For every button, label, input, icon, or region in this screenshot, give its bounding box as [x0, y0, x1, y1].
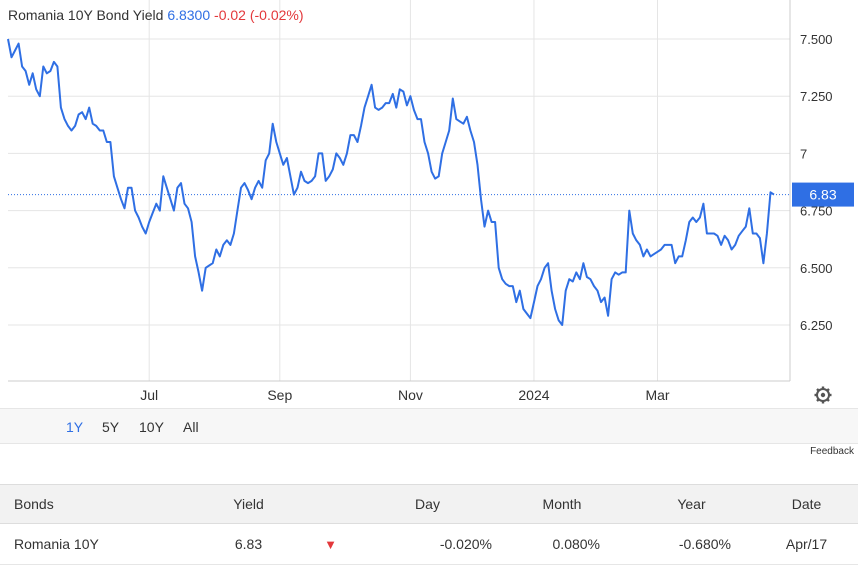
x-tick-label: Sep: [267, 387, 292, 403]
range-all-button[interactable]: All: [183, 419, 199, 435]
down-arrow-icon: ▼: [302, 523, 359, 565]
col-day: Day: [359, 484, 496, 524]
x-tick-label: Mar: [645, 387, 669, 403]
day-change: -0.020%: [359, 523, 496, 565]
last-value-box: [792, 182, 854, 207]
range-selector: 1Y 5Y 10Y All: [0, 408, 858, 444]
range-10y-button[interactable]: 10Y: [139, 419, 164, 435]
x-tick-label: Jul: [140, 387, 158, 403]
chart-title: Romania 10Y Bond Yield: [8, 7, 164, 23]
y-tick-label: 6.750: [800, 204, 833, 219]
range-1y-button[interactable]: 1Y: [66, 419, 84, 435]
last-value-tag: 6.83: [8, 182, 854, 207]
yield-change: -0.02 (-0.02%): [214, 7, 304, 23]
y-tick-label: 6.250: [800, 318, 833, 333]
series-line: [7, 38, 775, 326]
year-change: -0.680%: [628, 523, 755, 565]
col-date: Date: [755, 484, 858, 524]
current-yield: 6.8300: [167, 7, 211, 23]
y-tick-label: 6.500: [800, 261, 833, 276]
bonds-table: Bonds Yield Day Month Year Date Romania …: [0, 484, 858, 565]
line-chart: 7.500 7.250 7 6.750 6.500 6.250 Jul Sep Nov 2024…: [7, 0, 854, 404]
feedback-link[interactable]: Feedback: [810, 446, 854, 457]
chart-header: Romania 10Y Bond Yield 6.8300 -0.02 (-0.…: [8, 7, 304, 23]
x-tick-label: Nov: [398, 387, 423, 403]
bond-date: Apr/17: [755, 523, 858, 565]
col-yield: Yield: [195, 484, 302, 524]
col-bonds: Bonds: [0, 484, 195, 524]
last-value-label: 6.83: [809, 187, 836, 203]
table-row[interactable]: Romania 10Y 6.83 ▼ -0.020% 0.080% -0.680…: [0, 523, 858, 565]
bond-yield: 6.83: [195, 523, 302, 565]
series-line-group: [7, 38, 775, 326]
settings-gear-icon[interactable]: [814, 386, 832, 404]
bond-name[interactable]: Romania 10Y: [0, 523, 195, 565]
grid-lines: [8, 0, 791, 382]
y-axis-labels: 7.500 7.250 7 6.750 6.500 6.250: [800, 32, 833, 333]
range-5y-button[interactable]: 5Y: [102, 419, 120, 435]
y-tick-label: 7: [800, 146, 807, 161]
x-tick-label: 2024: [518, 387, 549, 403]
table-header-row: Bonds Yield Day Month Year Date: [0, 484, 858, 524]
x-axis-labels: Jul Sep Nov 2024 Mar: [140, 387, 670, 403]
col-month: Month: [496, 484, 628, 524]
month-change: 0.080%: [496, 523, 628, 565]
y-tick-label: 7.250: [800, 89, 833, 104]
col-year: Year: [628, 484, 755, 524]
y-tick-label: 7.500: [800, 32, 833, 47]
col-arrow: [302, 484, 359, 524]
